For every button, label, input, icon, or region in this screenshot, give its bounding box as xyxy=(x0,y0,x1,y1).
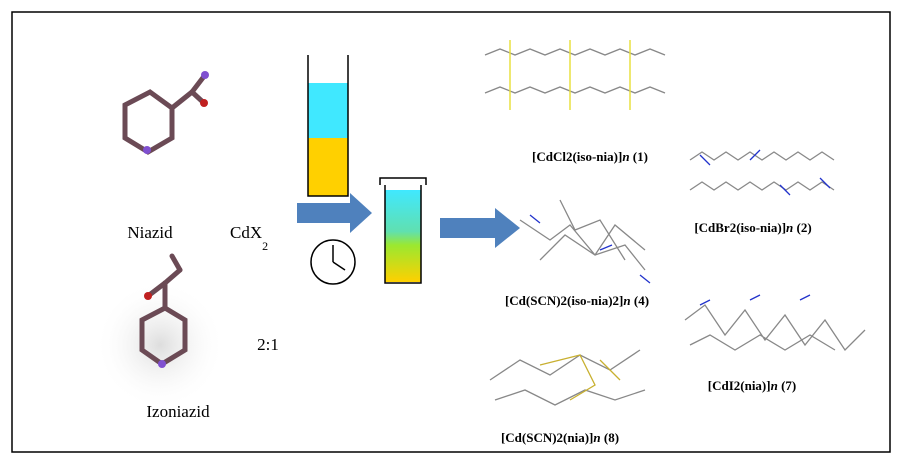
polymer-n: n xyxy=(622,149,629,164)
polymer-n: n xyxy=(623,293,630,308)
product-label: [CdI2(nia)]n (7) xyxy=(708,378,797,393)
formula: [CdBr2(iso-nia)] xyxy=(694,220,786,235)
reagent-base: CdX xyxy=(230,223,262,242)
polymer-n: n xyxy=(771,378,778,393)
product-label: [CdCl2(iso-nia)]n (1) xyxy=(532,149,648,164)
compound-number: (1) xyxy=(633,149,648,164)
molecule-shadow xyxy=(95,280,225,410)
test-tube xyxy=(380,178,426,283)
compound-number: (7) xyxy=(781,378,796,393)
compound-number: (8) xyxy=(604,430,619,445)
ligand-label: Izoniazid xyxy=(146,402,210,421)
product-label: [CdBr2(iso-nia)]n (2) xyxy=(694,220,811,235)
polymer-n: n xyxy=(786,220,793,235)
reagent-subscript: 2 xyxy=(262,239,268,253)
compound-number: (2) xyxy=(797,220,812,235)
ligand-label: Niazid xyxy=(127,223,173,242)
formula: [CdI2(nia)] xyxy=(708,378,771,393)
clock xyxy=(311,240,355,284)
product-label: [Cd(SCN)2(iso-nia)2]n (4) xyxy=(505,293,649,308)
formula: [Cd(SCN)2(nia)] xyxy=(501,430,593,445)
compound-number: (4) xyxy=(634,293,649,308)
formula: [Cd(SCN)2(iso-nia)2] xyxy=(505,293,623,308)
polymer-n: n xyxy=(593,430,600,445)
formula: [CdCl2(iso-nia)] xyxy=(532,149,622,164)
product-label: [Cd(SCN)2(nia)]n (8) xyxy=(501,430,619,445)
graphical-abstract: Niazid Izoniazid CdX2 2:1 [CdCl2(iso-nia… xyxy=(0,0,903,464)
ratio: 2:1 xyxy=(257,335,279,354)
